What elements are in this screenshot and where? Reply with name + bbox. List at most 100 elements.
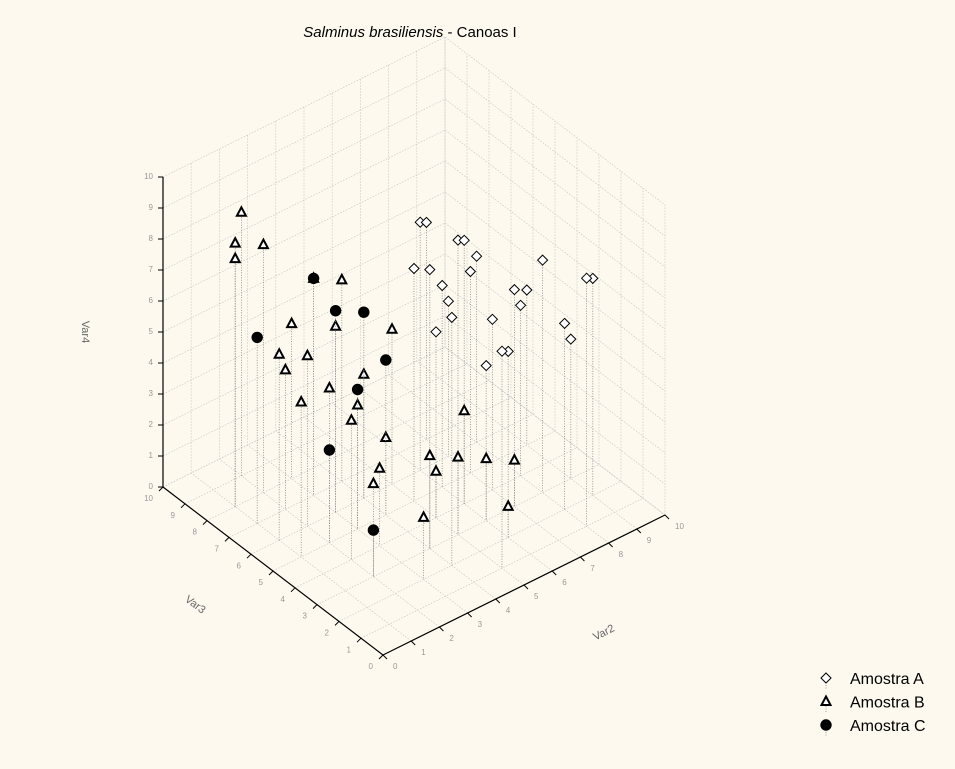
grid-line — [206, 70, 490, 521]
tick-mark — [158, 486, 164, 492]
grid-line — [275, 121, 497, 600]
tick-label: 9 — [171, 511, 176, 520]
tick-mark — [180, 503, 186, 509]
grid-line — [184, 53, 468, 505]
point — [521, 284, 533, 296]
grid-line — [388, 65, 609, 544]
point — [429, 464, 443, 476]
tick-label: 5 — [534, 592, 539, 601]
axis-label: Var2 — [591, 622, 616, 643]
grid-line — [360, 188, 644, 639]
grid-line — [444, 37, 666, 516]
tick-label: 2 — [449, 634, 454, 643]
grid-line — [162, 98, 666, 268]
point — [273, 347, 286, 359]
point — [430, 326, 442, 338]
point — [329, 319, 342, 331]
tick-mark — [523, 584, 529, 590]
point — [480, 359, 492, 372]
tick-mark — [551, 570, 557, 576]
point — [335, 272, 348, 285]
legend-marker — [820, 719, 832, 731]
point — [380, 354, 392, 366]
point — [323, 444, 336, 456]
point — [251, 331, 263, 344]
grid-line — [228, 87, 512, 538]
legend-label: Amostra B — [850, 695, 925, 712]
tick-label: 0 — [393, 662, 398, 671]
point — [420, 216, 433, 229]
tick-mark — [334, 621, 340, 626]
axis-label: Var4 — [79, 321, 91, 343]
tick-mark — [378, 654, 384, 660]
tick-label: 2 — [149, 420, 154, 429]
point — [464, 265, 477, 278]
point — [502, 499, 515, 511]
tick-mark — [410, 640, 416, 646]
tick-label: 1 — [421, 648, 426, 657]
tick-label: 7 — [590, 564, 595, 573]
point — [424, 263, 436, 276]
tick-mark — [664, 514, 670, 520]
point — [486, 313, 499, 326]
tick-label: 1 — [347, 645, 352, 654]
series — [229, 205, 521, 580]
grid-line — [338, 171, 622, 622]
tick-mark — [290, 587, 296, 593]
legend-item: Amostra A — [820, 671, 924, 690]
tick-label: 6 — [562, 578, 567, 587]
point — [408, 262, 420, 275]
point — [565, 333, 577, 345]
grid-line — [162, 253, 666, 423]
tick-label: 6 — [149, 296, 154, 305]
grid-line — [162, 36, 666, 206]
point — [451, 449, 465, 462]
point — [496, 345, 508, 357]
point — [508, 452, 521, 465]
tick-mark — [224, 537, 230, 542]
tick-label: 8 — [193, 528, 198, 537]
point — [436, 279, 448, 292]
title-part: - Canoas I — [443, 24, 516, 41]
tick-label: 9 — [149, 203, 154, 212]
tick-label: 4 — [281, 595, 286, 604]
point — [480, 451, 493, 464]
grid-line — [162, 129, 666, 299]
tick-mark — [495, 598, 501, 604]
point — [373, 461, 386, 473]
legend-item: Amostra C — [820, 718, 926, 737]
tick-label: 2 — [325, 629, 330, 638]
tick-mark — [580, 556, 585, 562]
tick-label: 8 — [619, 550, 624, 559]
grid-line — [162, 67, 666, 237]
tick-mark — [382, 654, 388, 660]
point — [257, 237, 270, 250]
point — [235, 205, 248, 217]
tick-label: 7 — [149, 265, 154, 274]
grid-line — [162, 284, 666, 454]
point — [442, 295, 455, 307]
point — [279, 362, 292, 375]
point — [229, 235, 242, 248]
tick-label: 3 — [149, 389, 154, 398]
point — [458, 234, 470, 247]
grid-line — [360, 79, 581, 558]
chart-title: Salminus brasiliensis - Canoas I — [303, 24, 516, 41]
tick-mark — [636, 528, 642, 534]
point — [508, 283, 521, 296]
point — [329, 305, 342, 317]
tick-label: 10 — [144, 494, 153, 503]
tick-label: 3 — [478, 620, 483, 629]
grid-line — [162, 191, 666, 361]
tick-label: 4 — [149, 358, 154, 367]
legend-item: Amostra B — [819, 694, 925, 714]
point — [323, 380, 336, 393]
point — [558, 317, 571, 330]
grid-line — [162, 346, 666, 516]
tick-label: 6 — [237, 561, 242, 570]
point — [458, 403, 471, 416]
point — [446, 311, 458, 324]
tick-label: 3 — [303, 612, 308, 621]
tick-label: 1 — [149, 451, 154, 460]
